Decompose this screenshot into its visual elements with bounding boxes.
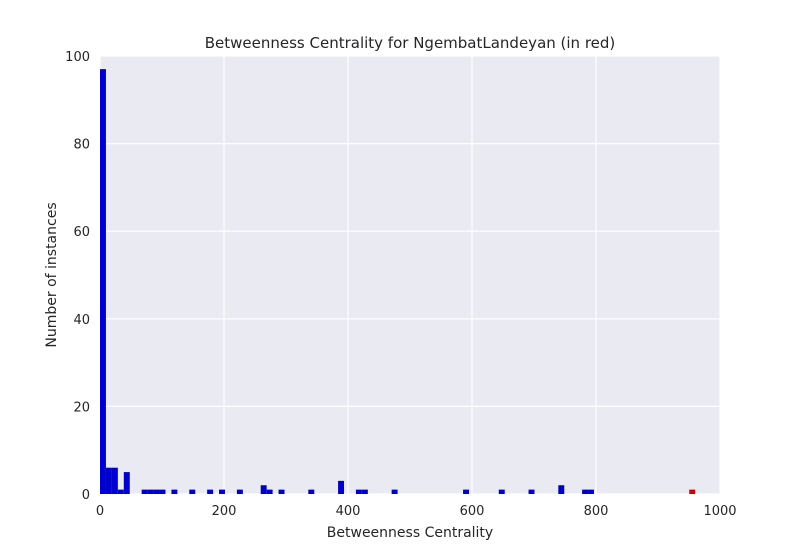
histogram-bar	[111, 467, 118, 494]
histogram-bar	[189, 489, 196, 494]
x-tick-label: 800	[584, 504, 609, 519]
x-tick-label: 200	[212, 504, 237, 519]
x-tick-label: 400	[336, 504, 361, 519]
histogram-bar	[338, 480, 345, 494]
histogram-bar	[207, 489, 214, 494]
histogram-bar	[498, 489, 505, 494]
histogram-bar	[123, 472, 130, 494]
histogram-bar	[278, 489, 285, 494]
histogram-bar	[463, 489, 470, 494]
x-axis-label: Betweenness Centrality	[327, 525, 493, 541]
x-tick-label: 1000	[703, 504, 736, 519]
histogram-bar	[588, 489, 595, 494]
histogram-bar	[236, 489, 243, 494]
x-tick-labels: 0 200 400 600 800 1000	[96, 504, 737, 519]
y-tick-label: 0	[82, 488, 90, 503]
x-tick-label: 600	[460, 504, 485, 519]
grid-lines	[99, 55, 721, 495]
histogram-bar	[582, 489, 589, 494]
y-axis-label: Number of instances	[44, 202, 60, 347]
chart-title: Betweenness Centrality for NgembatLandey…	[205, 34, 616, 52]
histogram-bar	[159, 489, 166, 494]
histogram-bar	[141, 489, 148, 494]
histogram-bar	[558, 485, 565, 494]
plot-background	[100, 56, 720, 494]
histogram-bar	[266, 489, 273, 494]
histogram-bar	[219, 489, 225, 494]
y-tick-labels: 0 20 40 60 80 100	[65, 50, 90, 503]
histogram-bar	[391, 489, 398, 494]
x-tick-label: 0	[96, 504, 104, 519]
histogram-bar	[100, 69, 106, 494]
histogram-bar	[171, 489, 178, 494]
histogram-bar	[147, 489, 154, 494]
histogram-bar	[153, 489, 160, 494]
histogram-bar-highlight	[689, 489, 696, 494]
histogram-bar	[361, 489, 368, 494]
y-tick-label: 80	[73, 138, 90, 153]
histogram-bar	[105, 467, 112, 494]
y-tick-label: 40	[73, 313, 90, 328]
histogram-bar	[528, 489, 535, 494]
histogram-bar	[117, 489, 124, 494]
y-tick-label: 60	[73, 225, 90, 240]
histogram-bars	[100, 69, 696, 494]
histogram-bar	[355, 489, 362, 494]
histogram-bar	[260, 485, 267, 494]
histogram-bar	[308, 489, 315, 494]
y-tick-label: 20	[73, 400, 90, 415]
y-tick-label: 100	[65, 50, 90, 65]
